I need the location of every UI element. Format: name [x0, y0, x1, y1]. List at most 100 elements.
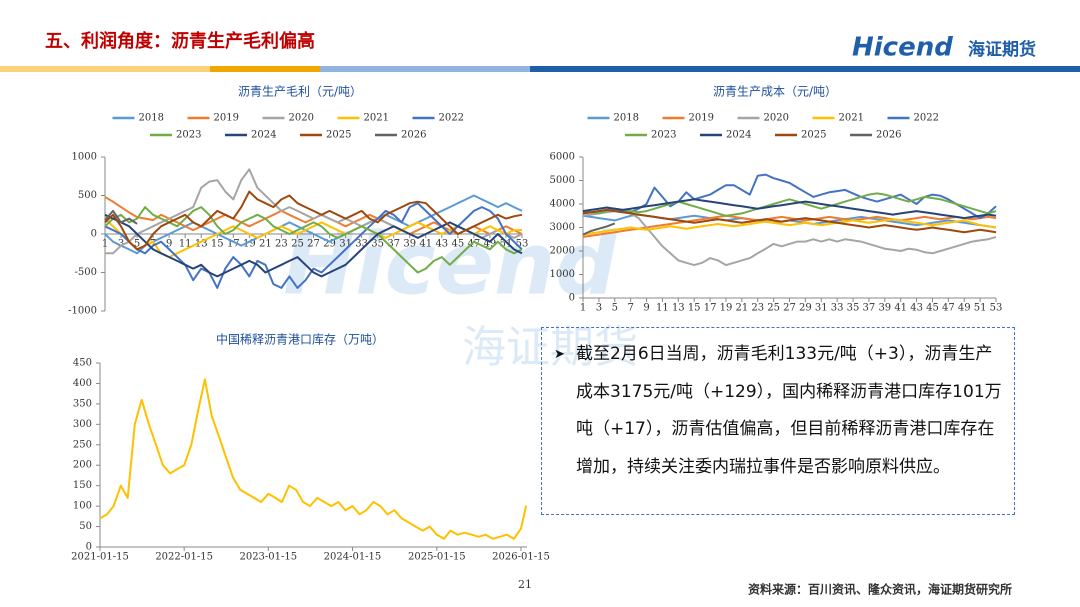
y-tick-label: 1000 — [72, 152, 97, 163]
legend-label: 2024 — [251, 130, 276, 141]
series-line — [582, 214, 997, 238]
y-tick-label: 250 — [73, 439, 92, 450]
series-line — [582, 208, 997, 234]
x-tick-label: 2023-01-15 — [239, 552, 297, 563]
series-line — [104, 209, 138, 225]
y-tick-label: 3000 — [550, 222, 575, 233]
x-tick-label: 13 — [672, 303, 685, 314]
legend-label: 2026 — [876, 130, 901, 141]
series-line — [104, 206, 523, 274]
x-tick-label: 29 — [323, 239, 336, 250]
x-tick-label: 35 — [371, 239, 384, 250]
series-line — [582, 210, 997, 267]
series-line — [104, 190, 523, 251]
stripe — [210, 66, 320, 72]
series-line — [104, 213, 523, 278]
x-tick-label: 53 — [516, 239, 529, 250]
x-tick-label: 33 — [831, 303, 844, 314]
x-tick-label: 25 — [291, 239, 304, 250]
y-tick-label: 300 — [73, 419, 92, 430]
page-number: 21 — [518, 578, 532, 591]
x-tick-label: 7 — [150, 239, 156, 250]
series-line — [99, 378, 528, 540]
x-tick-label: 45 — [451, 239, 464, 250]
chart-title: 沥青生产毛利（元/吨） — [238, 85, 362, 99]
x-tick-label: 5 — [612, 303, 618, 314]
x-tick-label: 37 — [863, 303, 876, 314]
x-tick-label: 47 — [942, 303, 955, 314]
note-text: 截至2月6日当周，沥青毛利133元/吨（+3），沥青生产成本3175元/吨（+1… — [576, 344, 1002, 477]
x-tick-label: 23 — [751, 303, 764, 314]
y-tick-label: 0 — [91, 229, 97, 240]
y-tick-label: 150 — [73, 480, 92, 491]
y-tick-label: -500 — [75, 267, 97, 278]
x-tick-label: 33 — [355, 239, 368, 250]
x-tick-label: 23 — [275, 239, 288, 250]
x-tick-label: 19 — [720, 303, 733, 314]
x-tick-label: 27 — [783, 303, 796, 314]
y-tick-label: 1000 — [550, 269, 575, 280]
series-line — [582, 192, 997, 217]
x-tick-label: 13 — [195, 239, 208, 250]
legend-label: 2023 — [176, 130, 201, 141]
x-tick-label: 2022-01-15 — [155, 552, 213, 563]
chart-title: 沥青生产成本（元/吨） — [713, 85, 837, 99]
series-line — [104, 194, 523, 255]
x-tick-label: 43 — [910, 303, 923, 314]
legend-label: 2025 — [801, 130, 826, 141]
x-tick-label: 2024-01-15 — [324, 552, 382, 563]
x-tick-label: 2026-01-15 — [492, 552, 550, 563]
x-tick-label: 3 — [596, 303, 602, 314]
note-box: ➤ 截至2月6日当周，沥青毛利133元/吨（+3），沥青生产成本3175元/吨（+… — [541, 327, 1015, 515]
y-tick-label: 450 — [73, 358, 92, 369]
x-tick-label: 9 — [166, 239, 172, 250]
x-tick-label: 2025-01-15 — [408, 552, 466, 563]
slide-title: 五、利润角度：沥青生产毛利偏高 — [45, 30, 315, 52]
series-line — [582, 198, 997, 220]
legend-label: 2020 — [289, 113, 314, 124]
stripe — [530, 66, 1080, 72]
y-tick-label: 200 — [73, 460, 92, 471]
y-tick-label: -1000 — [68, 306, 97, 317]
y-tick-label: 0 — [569, 293, 575, 304]
x-tick-label: 37 — [387, 239, 400, 250]
x-tick-label: 47 — [468, 239, 481, 250]
logo-name: 海证期货 — [968, 39, 1036, 60]
x-tick-label: 21 — [259, 239, 272, 250]
series-line — [582, 173, 997, 220]
x-tick-label: 29 — [799, 303, 812, 314]
x-tick-label: 53 — [990, 303, 1003, 314]
source: 资料来源：百川资讯、隆众资讯，海证期货研究所 — [748, 582, 1012, 597]
legend-label: 2025 — [326, 130, 351, 141]
legend-label: 2022 — [439, 113, 464, 124]
x-tick-label: 9 — [643, 303, 649, 314]
series-line — [104, 202, 523, 289]
x-tick-label: 43 — [435, 239, 448, 250]
y-tick-label: 5000 — [550, 175, 575, 186]
legend-label: 2026 — [401, 130, 426, 141]
x-tick-label: 41 — [419, 239, 432, 250]
x-tick-label: 39 — [403, 239, 416, 250]
stripe — [320, 66, 530, 72]
legend-label: 2024 — [726, 130, 751, 141]
legend-label: 2018 — [614, 113, 639, 124]
x-tick-label: 5 — [134, 239, 140, 250]
y-tick-label: 4000 — [550, 199, 575, 210]
x-tick-label: 25 — [767, 303, 780, 314]
legend-label: 2023 — [651, 130, 676, 141]
x-tick-label: 31 — [339, 239, 352, 250]
x-tick-label: 41 — [894, 303, 907, 314]
x-tick-label: 3 — [118, 239, 124, 250]
x-tick-label: 11 — [656, 303, 669, 314]
logo: Hicend — [852, 33, 953, 63]
x-tick-label: 49 — [484, 239, 497, 250]
x-tick-label: 1 — [102, 239, 108, 250]
bullet: ➤ — [554, 347, 565, 362]
x-tick-label: 15 — [211, 239, 224, 250]
x-tick-label: 21 — [735, 303, 748, 314]
x-tick-label: 51 — [500, 239, 513, 250]
x-tick-label: 51 — [974, 303, 987, 314]
legend-label: 2018 — [139, 113, 164, 124]
